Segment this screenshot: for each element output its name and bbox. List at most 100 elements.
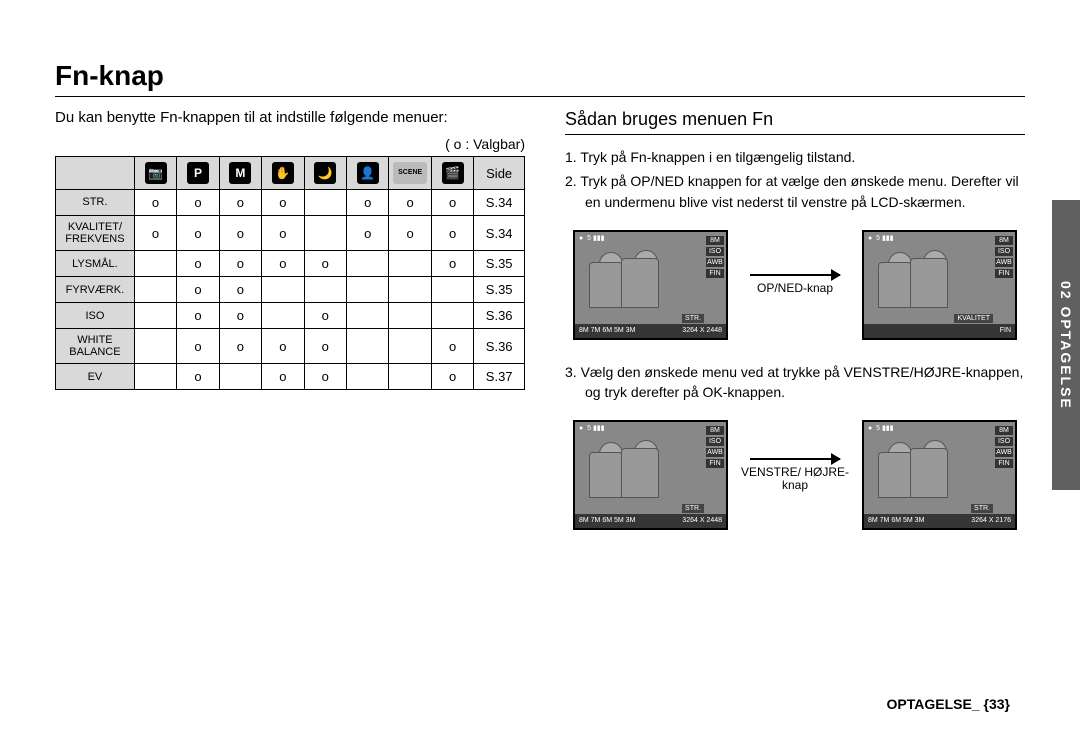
table-cell: o xyxy=(304,251,346,277)
step-1: 1. Tryk på Fn-knappen i en tilgængelig t… xyxy=(585,147,1025,167)
table-cell: o xyxy=(431,216,473,251)
row-label: WHITE BALANCE xyxy=(56,329,135,364)
lcd-side-icon: ISO xyxy=(706,247,724,256)
lcd-side-icon: ISO xyxy=(995,247,1013,256)
table-cell: o xyxy=(134,216,176,251)
lcd-side-icon: AWB xyxy=(995,448,1013,457)
table-cell: o xyxy=(262,190,304,216)
row-label: LYSMÅL. xyxy=(56,251,135,277)
table-cell: o xyxy=(219,303,261,329)
table-cell xyxy=(134,364,176,390)
table-cell xyxy=(389,277,431,303)
table-cell xyxy=(431,277,473,303)
table-row: EVooooS.37 xyxy=(56,364,525,390)
table-cell: o xyxy=(177,303,219,329)
night-mode-icon: 🌙 xyxy=(304,157,346,190)
table-cell xyxy=(304,216,346,251)
page-ref: S.36 xyxy=(474,329,525,364)
lcd-side-icon: AWB xyxy=(706,448,724,457)
table-cell: o xyxy=(389,190,431,216)
row-label: ISO xyxy=(56,303,135,329)
legend-text: ( o : Valgbar) xyxy=(55,136,525,152)
lcd-side-icon: FIN xyxy=(995,269,1013,278)
table-row: WHITE BALANCEoooooS.36 xyxy=(56,329,525,364)
lcd-side-icon: FIN xyxy=(706,269,724,278)
table-cell: o xyxy=(304,364,346,390)
table-cell xyxy=(389,251,431,277)
auto-mode-icon: 📷 xyxy=(134,157,176,190)
lcd-preview-3: ● 5 ▮▮▮ STR. 8MISOAWBFIN 8M 7M 6M 5M 3M … xyxy=(573,420,728,530)
arrow-right-icon xyxy=(750,458,840,460)
lcd-side-icon: 8M xyxy=(706,236,724,245)
lcd-side-icon: FIN xyxy=(995,459,1013,468)
table-cell xyxy=(347,364,389,390)
table-cell: o xyxy=(219,329,261,364)
table-row: ISOoooS.36 xyxy=(56,303,525,329)
lcd-preview-2: ● 5 ▮▮▮ KVALITET 8MISOAWBFIN FIN xyxy=(862,230,1017,340)
table-cell xyxy=(431,303,473,329)
table-cell xyxy=(134,329,176,364)
lcd-bottom-right: 3264 X 2448 xyxy=(682,324,722,338)
table-row: KVALITET/ FREKVENSoooooooS.34 xyxy=(56,216,525,251)
arrow-2-label: VENSTRE/ HØJRE-knap xyxy=(735,466,855,492)
table-cell: o xyxy=(431,251,473,277)
table-cell: o xyxy=(262,364,304,390)
lcd-caption-str: STR. xyxy=(682,314,704,323)
lcd-bottom-left: 8M 7M 6M 5M 3M xyxy=(579,324,635,338)
steps-2: 3. Vælg den ønskede menu ved at trykke p… xyxy=(565,362,1025,403)
hand-mode-icon: ✋ xyxy=(262,157,304,190)
table-cell xyxy=(347,251,389,277)
table-cell xyxy=(389,303,431,329)
table-cell xyxy=(134,251,176,277)
fn-table: 📷PM✋🌙👤SCENE🎬Side STR.oooooooS.34KVALITET… xyxy=(55,156,525,390)
lcd-bottom-right-2: 3264 X 2176 xyxy=(971,514,1011,528)
table-cell xyxy=(134,303,176,329)
table-cell: o xyxy=(134,190,176,216)
page-ref: S.34 xyxy=(474,216,525,251)
step-2: 2. Tryk på OP/NED knappen for at vælge d… xyxy=(585,171,1025,212)
lcd-bottom-right: 3264 X 2448 xyxy=(682,514,722,528)
table-cell xyxy=(347,277,389,303)
arrow-1-label: OP/NED-knap xyxy=(735,282,855,295)
row-label: FYRVÆRK. xyxy=(56,277,135,303)
page-title: Fn-knap xyxy=(55,60,1025,97)
table-cell: o xyxy=(431,364,473,390)
lcd-side-icon: 8M xyxy=(995,236,1013,245)
row-label: KVALITET/ FREKVENS xyxy=(56,216,135,251)
movie-mode-icon: 🎬 xyxy=(431,157,473,190)
table-cell: o xyxy=(177,364,219,390)
right-column: Sådan bruges menuen Fn 1. Tryk på Fn-kna… xyxy=(565,109,1025,552)
table-cell: o xyxy=(219,251,261,277)
lcd-bottom-left: 8M 7M 6M 5M 3M xyxy=(579,514,635,528)
page-column-header: Side xyxy=(474,157,525,190)
page-footer: OPTAGELSE_ {33} xyxy=(887,696,1010,712)
row-label: EV xyxy=(56,364,135,390)
lcd-bottom-left: 8M 7M 6M 5M 3M xyxy=(868,514,924,528)
lcd-caption-str: STR. xyxy=(682,504,704,513)
subheading: Sådan bruges menuen Fn xyxy=(565,109,1025,135)
table-cell: o xyxy=(431,190,473,216)
portrait-mode-icon: 👤 xyxy=(347,157,389,190)
intro-text: Du kan benytte Fn-knappen til at indstil… xyxy=(55,109,525,126)
lcd-side-icon: ISO xyxy=(706,437,724,446)
table-cell xyxy=(134,277,176,303)
lcd-bottom-fin: FIN xyxy=(1000,324,1011,338)
lcd-side-icon: AWB xyxy=(706,258,724,267)
step-3: 3. Vælg den ønskede menu ved at trykke p… xyxy=(585,362,1025,403)
table-cell xyxy=(219,364,261,390)
table-cell xyxy=(347,303,389,329)
table-row: FYRVÆRK.ooS.35 xyxy=(56,277,525,303)
table-cell: o xyxy=(347,190,389,216)
program-mode-icon: P xyxy=(177,157,219,190)
table-cell: o xyxy=(177,190,219,216)
lcd-caption-kval: KVALITET xyxy=(954,314,993,323)
lcd-side-icon: ISO xyxy=(995,437,1013,446)
table-row: STR.oooooooS.34 xyxy=(56,190,525,216)
table-cell xyxy=(262,303,304,329)
table-cell: o xyxy=(262,251,304,277)
page-ref: S.34 xyxy=(474,190,525,216)
page-ref: S.35 xyxy=(474,277,525,303)
table-cell: o xyxy=(304,329,346,364)
diagram-row-2: ● 5 ▮▮▮ STR. 8MISOAWBFIN 8M 7M 6M 5M 3M … xyxy=(565,420,1025,530)
table-cell: o xyxy=(304,303,346,329)
